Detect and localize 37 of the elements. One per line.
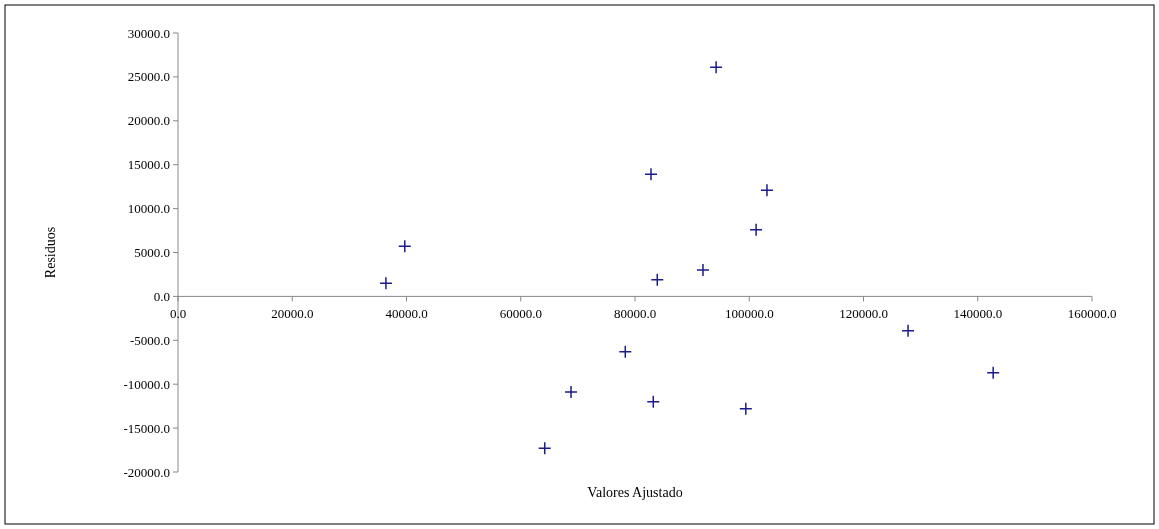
y-tick-label: 5000.0	[134, 245, 170, 261]
point	[749, 222, 763, 237]
y-tick-label: 20000.0	[127, 113, 170, 129]
x-tick-label: 20000.0	[271, 306, 314, 322]
y-tick-label: 30000.0	[127, 25, 170, 41]
point	[564, 385, 578, 399]
y-tick-label: -15000.0	[123, 420, 170, 436]
x-tick-label: 140000.0	[953, 306, 1003, 322]
point	[901, 323, 915, 338]
y-tick-label: 15000.0	[127, 157, 170, 173]
point	[986, 366, 1000, 380]
point	[379, 276, 393, 290]
y-tick-label: -20000.0	[123, 464, 170, 480]
point	[646, 395, 661, 409]
x-tick-label: 60000.0	[499, 306, 542, 322]
y-tick-label: 0.0	[153, 288, 170, 304]
x-tick-label: 120000.0	[839, 306, 888, 322]
x-tick-label: 40000.0	[385, 306, 428, 322]
x-tick-label: 160000.0	[1067, 306, 1117, 322]
point	[644, 167, 658, 182]
point	[537, 441, 552, 456]
point	[760, 183, 774, 197]
point	[709, 60, 723, 74]
x-tick-label: 80000.0	[613, 306, 657, 322]
y-tick-label: 25000.0	[127, 69, 170, 85]
x-axis-title: Valores Ajustado	[587, 485, 683, 500]
y-tick-label: -10000.0	[123, 376, 170, 392]
point	[739, 402, 753, 416]
y-tick-label: 10000.0	[127, 201, 170, 217]
x-tick-label: 0.0	[169, 306, 187, 322]
point	[696, 263, 710, 277]
x-tick-label: 100000.0	[724, 306, 774, 322]
y-tick-label: -5000.0	[129, 332, 170, 348]
y-axis-title: Residuos	[43, 226, 58, 279]
point	[650, 272, 665, 287]
point	[618, 344, 633, 359]
point	[398, 239, 412, 254]
